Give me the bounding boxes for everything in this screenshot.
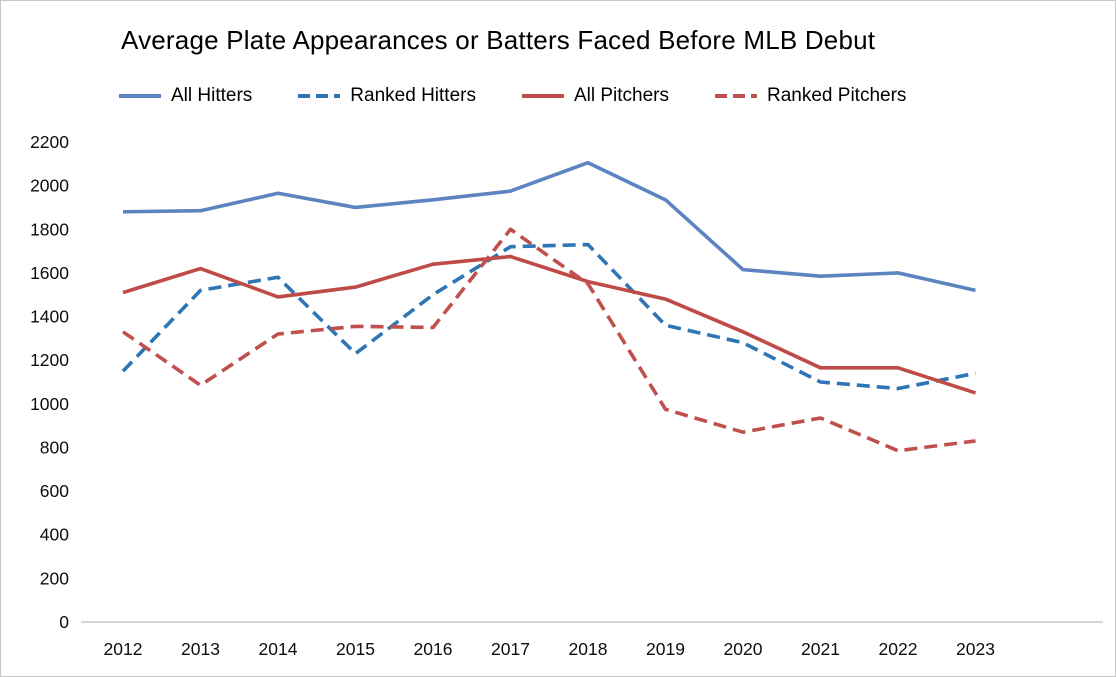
x-axis-tick-label: 2017 [491,639,530,659]
legend-line-swatch-ranked-pitchers [715,94,757,98]
x-axis-tick-label: 2022 [879,639,918,659]
x-axis-tick-label: 2012 [104,639,143,659]
x-axis-tick-label: 2019 [646,639,685,659]
chart-legend: All Hitters Ranked Hitters All Pitchers … [119,85,906,107]
legend-line-swatch-ranked-hitters [298,94,341,98]
legend-line-swatch-all-pitchers [521,94,564,98]
y-axis-tick-label: 600 [40,481,69,501]
legend-item-ranked-hitters: Ranked Hitters [298,85,476,107]
x-axis-tick-label: 2016 [414,639,453,659]
chart-title: Average Plate Appearances or Batters Fac… [121,25,876,55]
x-axis-tick-label: 2021 [801,639,840,659]
x-axis-tick-label: 2023 [956,639,995,659]
legend-line-swatch-all-hitters [119,94,161,98]
y-axis-tick-label: 2000 [30,176,69,196]
x-axis-tick-label: 2013 [181,639,220,659]
x-axis-tick-label: 2014 [259,639,298,659]
y-axis-tick-label: 0 [59,612,69,632]
series-line [121,227,976,453]
series-line [122,254,977,395]
legend-item-ranked-pitchers: Ranked Pitchers [715,85,906,107]
legend-label-all-hitters: All Hitters [171,85,253,106]
y-axis-tick-label: 1800 [30,219,69,239]
y-axis-tick-label: 1400 [30,307,69,327]
y-axis-tick-label: 1000 [30,394,69,414]
y-axis-tick-label: 2200 [30,132,69,152]
legend-item-all-pitchers: All Pitchers [521,85,669,107]
y-axis-tick-label: 800 [40,437,69,457]
y-axis-tick-label: 200 [40,568,69,588]
series-line [121,242,976,391]
x-axis-tick-label: 2015 [336,639,375,659]
y-axis-tick-label: 1600 [30,263,69,283]
legend-label-ranked-hitters: Ranked Hitters [350,85,476,106]
y-axis-tick-label: 400 [40,525,69,545]
legend-label-all-pitchers: All Pitchers [573,85,669,106]
y-axis-tick-label: 1200 [30,350,69,370]
legend-label-ranked-pitchers: Ranked Pitchers [767,85,907,106]
x-axis-tick-label: 2020 [724,639,763,659]
series-line [122,160,976,293]
x-axis-tick-label: 2018 [569,639,608,659]
legend-item-all-hitters: All Hitters [119,85,252,107]
